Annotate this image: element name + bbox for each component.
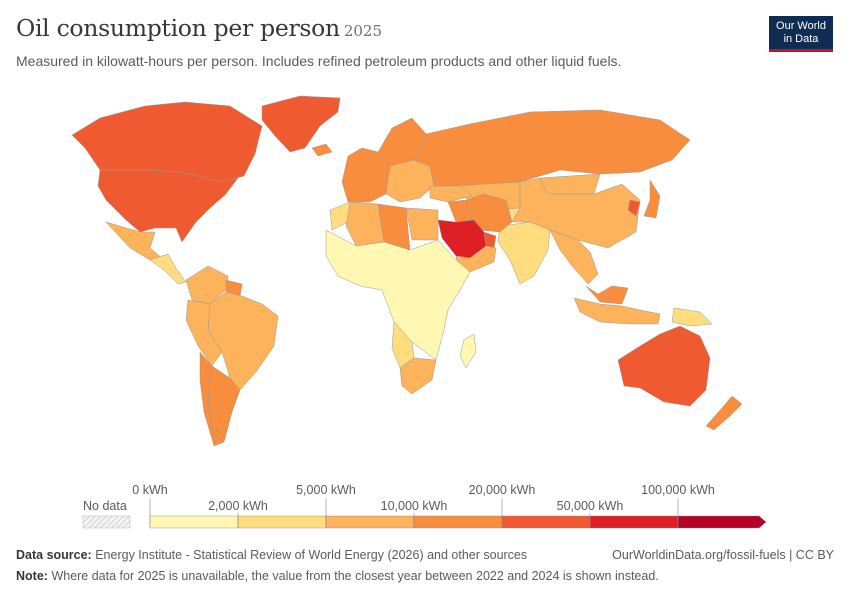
legend-label-4: 20,000 kWh: [469, 483, 536, 497]
legend-no-data-swatch: [82, 515, 131, 529]
legend-label-0: 0 kWh: [132, 483, 167, 497]
region-russia[interactable]: [413, 109, 691, 189]
region-madagascar[interactable]: [459, 333, 477, 369]
legend-no-data-label: No data: [83, 499, 127, 513]
note-text: Where data for 2025 is unavailable, the …: [51, 569, 659, 583]
region-egypt[interactable]: [405, 207, 439, 241]
region-greenland[interactable]: [261, 95, 341, 153]
region-southeast-asia[interactable]: [549, 229, 599, 285]
source-text[interactable]: Energy Institute - Statistical Review of…: [95, 548, 528, 562]
region-central-america[interactable]: [149, 253, 187, 285]
region-papua-new-guinea[interactable]: [671, 307, 713, 327]
legend-bin-5[interactable]: [589, 515, 679, 529]
logo-line-1: Our World: [776, 20, 826, 32]
region-malaysia[interactable]: [585, 285, 629, 305]
region-iceland[interactable]: [311, 143, 333, 157]
legend-bin-2[interactable]: [325, 515, 415, 529]
chart-title: Oil consumption per person: [16, 14, 340, 42]
region-argentina[interactable]: [207, 365, 241, 443]
owid-logo[interactable]: Our World in Data: [769, 16, 833, 52]
legend-label-6: 100,000 kWh: [641, 483, 715, 497]
world-map[interactable]: [0, 90, 850, 460]
color-legend: No data 0 kWh 2,000 kWh 5,000 kWh 10,000 kW…: [82, 483, 767, 529]
region-turkey[interactable]: [429, 185, 473, 203]
source-label: Data source:: [16, 548, 92, 562]
chart-subtitle: Measured in kilowatt-hours per person. I…: [16, 53, 622, 69]
region-new-zealand[interactable]: [705, 395, 743, 431]
legend-bin-3[interactable]: [413, 515, 503, 529]
region-united-states[interactable]: [97, 169, 239, 243]
region-gulf-states[interactable]: [483, 231, 497, 249]
legend-bin-0[interactable]: [149, 515, 239, 529]
source-line: Data source: Energy Institute - Statisti…: [16, 548, 834, 569]
chart-year[interactable]: 2025: [343, 22, 383, 40]
region-mongolia[interactable]: [539, 173, 601, 195]
logo-line-2: in Data: [783, 32, 819, 45]
legend-bin-1[interactable]: [237, 515, 327, 529]
region-japan[interactable]: [643, 179, 661, 219]
region-algeria[interactable]: [345, 201, 385, 247]
region-india[interactable]: [497, 221, 551, 285]
region-south-korea[interactable]: [627, 199, 641, 217]
note-label: Note:: [16, 569, 48, 583]
region-peru-and-bolivia[interactable]: [185, 299, 223, 367]
region-indonesia[interactable]: [573, 297, 661, 325]
region-sub-saharan-africa[interactable]: [325, 229, 471, 361]
region-australia[interactable]: [617, 325, 711, 407]
legend-bin-6[interactable]: [677, 515, 767, 529]
legend-label-3: 10,000 kWh: [381, 499, 448, 513]
title-row: Oil consumption per person 2025: [16, 14, 382, 42]
source-url[interactable]: OurWorldinData.org/fossil-fuels | CC BY: [612, 548, 834, 562]
legend-label-5: 50,000 kWh: [557, 499, 624, 513]
region-south-africa[interactable]: [399, 357, 437, 395]
region-eastern-europe[interactable]: [385, 159, 435, 203]
footer: Data source: Energy Institute - Statisti…: [16, 548, 834, 590]
legend-label-1: 2,000 kWh: [208, 499, 268, 513]
note-line: Note: Where data for 2025 is unavailable…: [16, 569, 834, 590]
legend-bin-4[interactable]: [501, 515, 591, 529]
legend-label-2: 5,000 kWh: [296, 483, 356, 497]
